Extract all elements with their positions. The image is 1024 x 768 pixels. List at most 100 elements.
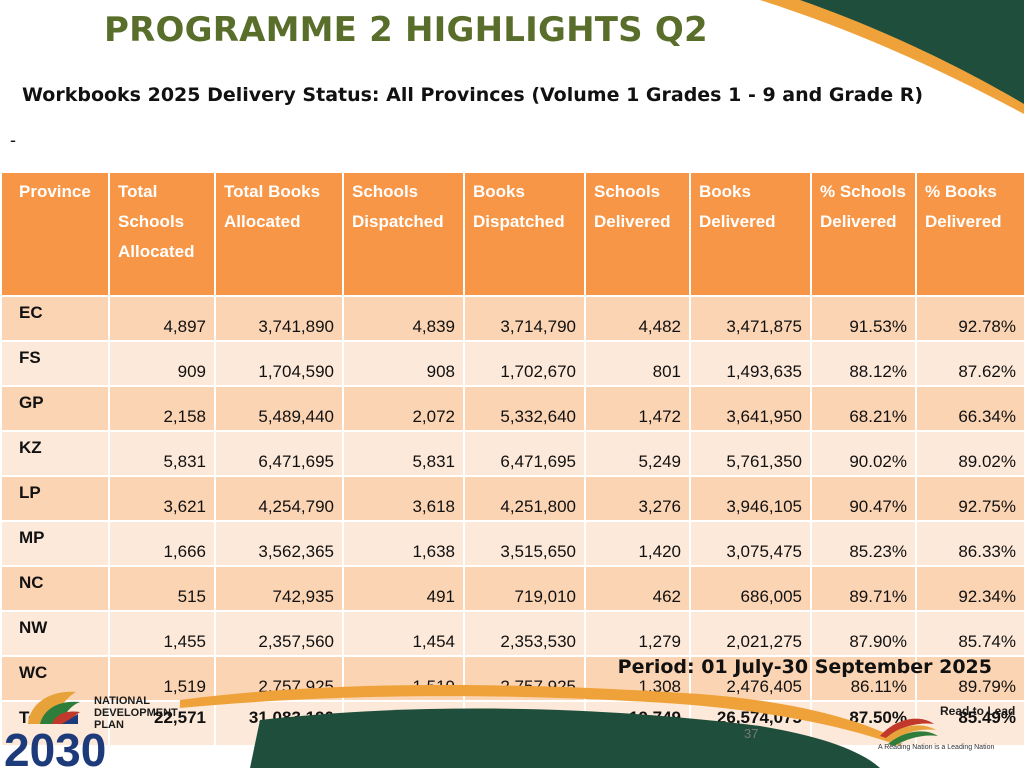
page-number: 37	[744, 726, 759, 741]
value-cell: 5,831	[342, 430, 465, 477]
table-header-row: Province Total Schools Allocated Total B…	[0, 171, 1024, 297]
province-cell: LP	[0, 475, 110, 522]
value-cell: 1,519	[108, 655, 216, 702]
bottom-decoration	[180, 684, 900, 768]
province-cell: NW	[0, 610, 110, 657]
value-cell: 686,005	[689, 565, 812, 612]
ndp-line3: PLAN	[94, 719, 124, 731]
value-cell: 89.02%	[915, 430, 1024, 477]
value-cell: 2,072	[342, 385, 465, 432]
value-cell: 90.47%	[810, 475, 917, 522]
value-cell: 91.53%	[810, 295, 917, 342]
table-row: NC 515 742,935 491 719,010 462 686,005 89.71% 92…	[0, 565, 1024, 612]
value-cell: 4,251,800	[463, 475, 586, 522]
value-cell: 5,332,640	[463, 385, 586, 432]
rtl-title: Read to Lead	[940, 704, 1016, 718]
header-books-dispatched: Books Dispatched	[463, 171, 586, 297]
value-cell: 2,158	[108, 385, 216, 432]
value-cell: 4,839	[342, 295, 465, 342]
province-cell: KZ	[0, 430, 110, 477]
value-cell: 85.74%	[915, 610, 1024, 657]
value-cell: 92.75%	[915, 475, 1024, 522]
header-schools-delivered: Schools Delivered	[584, 171, 691, 297]
slide-title: PROGRAMME 2 HIGHLIGHTS Q2	[104, 10, 708, 50]
value-cell: 2,353,530	[463, 610, 586, 657]
value-cell: 88.12%	[810, 340, 917, 387]
value-cell: 85.23%	[810, 520, 917, 567]
ndp-2030-logo: NATIONAL DEVELOPMENT PLAN 2030	[4, 691, 178, 768]
value-cell: 3,741,890	[214, 295, 344, 342]
value-cell: 491	[342, 565, 465, 612]
value-cell: 3,276	[584, 475, 691, 522]
value-cell: 1,420	[584, 520, 691, 567]
value-cell: 89.79%	[915, 655, 1024, 702]
value-cell: 5,761,350	[689, 430, 812, 477]
table-row: EC 4,897 3,741,890 4,839 3,714,790 4,482 3,471…	[0, 295, 1024, 342]
table-row: LP 3,621 4,254,790 3,618 4,251,800 3,276 3,946…	[0, 475, 1024, 522]
value-cell: 1,493,635	[689, 340, 812, 387]
value-cell: 87.90%	[810, 610, 917, 657]
dash-marker: -	[10, 130, 16, 150]
value-cell: 3,714,790	[463, 295, 586, 342]
header-pct-books-delivered: % Books Delivered	[915, 171, 1024, 297]
value-cell: 92.78%	[915, 295, 1024, 342]
delivery-status-table: Province Total Schools Allocated Total B…	[0, 171, 1024, 747]
header-province: Province	[0, 171, 110, 297]
value-cell: 5,249	[584, 430, 691, 477]
value-cell: 515	[108, 565, 216, 612]
value-cell: 2,357,560	[214, 610, 344, 657]
value-cell: 66.34%	[915, 385, 1024, 432]
value-cell: 3,515,650	[463, 520, 586, 567]
top-decoration	[760, 0, 1024, 114]
table-row: FS 909 1,704,590 908 1,702,670 801 1,493,635 88…	[0, 340, 1024, 387]
value-cell: 1,454	[342, 610, 465, 657]
value-cell: 801	[584, 340, 691, 387]
ndp-line1: NATIONAL	[94, 695, 150, 707]
value-cell: 5,489,440	[214, 385, 344, 432]
value-cell: 1,472	[584, 385, 691, 432]
table-row: GP 2,158 5,489,440 2,072 5,332,640 1,472 3,641…	[0, 385, 1024, 432]
header-total-schools-allocated: Total Schools Allocated	[108, 171, 216, 297]
read-to-lead-logo	[880, 718, 938, 746]
total-value-cell: 22,571	[108, 700, 216, 747]
value-cell: 1,455	[108, 610, 216, 657]
value-cell: 909	[108, 340, 216, 387]
ndp-line2: DEVELOPMENT	[94, 707, 178, 719]
header-total-books-allocated: Total Books Allocated	[214, 171, 344, 297]
value-cell: 908	[342, 340, 465, 387]
value-cell: 68.21%	[810, 385, 917, 432]
table-row: NW 1,455 2,357,560 1,454 2,353,530 1,279 2,021…	[0, 610, 1024, 657]
value-cell: 742,935	[214, 565, 344, 612]
table-row: KZ 5,831 6,471,695 5,831 6,471,695 5,249 5,761…	[0, 430, 1024, 477]
header-schools-dispatched: Schools Dispatched	[342, 171, 465, 297]
rtl-tagline: A Reading Nation is a Leading Nation	[878, 744, 995, 751]
value-cell: 3,562,365	[214, 520, 344, 567]
value-cell: 3,621	[108, 475, 216, 522]
slide-subtitle: Workbooks 2025 Delivery Status: All Prov…	[22, 84, 924, 106]
value-cell: 2,476,405	[689, 655, 812, 702]
value-cell: 90.02%	[810, 430, 917, 477]
value-cell: 462	[584, 565, 691, 612]
value-cell: 87.62%	[915, 340, 1024, 387]
value-cell: 3,075,475	[689, 520, 812, 567]
value-cell: 1,666	[108, 520, 216, 567]
value-cell: 89.71%	[810, 565, 917, 612]
value-cell: 3,618	[342, 475, 465, 522]
value-cell: 1,638	[342, 520, 465, 567]
value-cell: 5,831	[108, 430, 216, 477]
value-cell: 4,482	[584, 295, 691, 342]
header-pct-schools-delivered: % Schools Delivered	[810, 171, 917, 297]
province-cell: GP	[0, 385, 110, 432]
value-cell: 3,946,105	[689, 475, 812, 522]
value-cell: 1,704,590	[214, 340, 344, 387]
value-cell: 92.34%	[915, 565, 1024, 612]
province-cell: FS	[0, 340, 110, 387]
value-cell: 6,471,695	[214, 430, 344, 477]
ndp-year: 2030	[4, 724, 106, 768]
value-cell: 6,471,695	[463, 430, 586, 477]
province-cell: EC	[0, 295, 110, 342]
period-label: Period: 01 July-30 September 2025	[617, 656, 992, 678]
value-cell: 3,641,950	[689, 385, 812, 432]
province-cell: NC	[0, 565, 110, 612]
value-cell: 719,010	[463, 565, 586, 612]
